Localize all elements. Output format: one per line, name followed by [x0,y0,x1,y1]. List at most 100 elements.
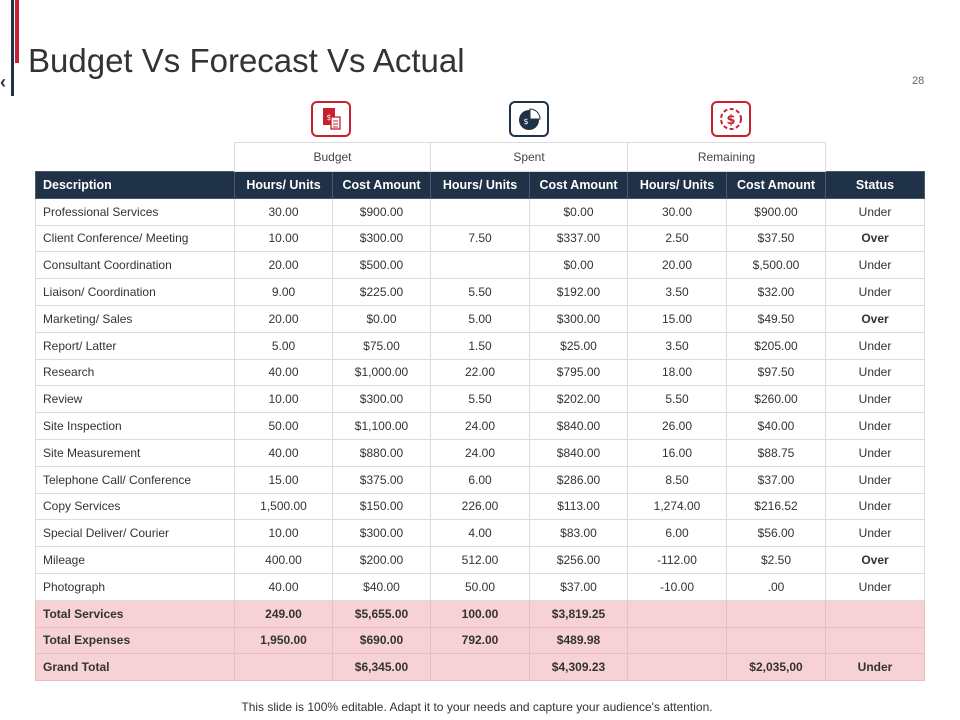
cell-spent-cost: $202.00 [529,385,628,414]
cell-status [825,599,925,628]
table-row: Professional Services 30.00 $900.00 $0.00 30… [35,197,925,226]
cell-status: Under [825,278,925,306]
cell-spent-cost: $113.00 [529,492,628,521]
cell-description: Total Services [35,599,235,628]
table-row: Client Conference/ Meeting 10.00 $300.00 7.… [35,224,925,253]
cell-description: Photograph [35,572,235,601]
cell-spent-hours [430,653,530,682]
cell-spent-cost: $25.00 [529,331,628,360]
cell-budget-cost: $225.00 [332,278,431,306]
svg-text:$: $ [523,117,528,126]
cell-remaining-hours: 1,274.00 [627,492,727,521]
dollar-cycle-icon: $ [711,101,751,137]
cell-status: Under [825,358,925,387]
group-budget: Budget [234,142,431,172]
cell-remaining-cost: $49.50 [726,304,826,333]
cell-status: Under [825,197,925,226]
cell-budget-cost: $1,100.00 [332,412,431,440]
prev-slide-icon[interactable]: ‹ [0,72,6,92]
table-row: Review 10.00 $300.00 5.50 $202.00 5.50 $260.00… [35,385,925,414]
cell-budget-hours: 15.00 [234,465,333,494]
cell-status: Under [825,251,925,280]
cell-remaining-hours: 26.00 [627,412,727,440]
cell-budget-hours: 5.00 [234,331,333,360]
cell-spent-hours: 24.00 [430,438,530,467]
cell-remaining-hours [627,599,727,628]
cell-remaining-cost: $216.52 [726,492,826,521]
cell-budget-cost: $375.00 [332,465,431,494]
col-remaining-hours: Hours/ Units [627,171,727,199]
cell-status: Under [825,492,925,521]
cell-budget-hours: 10.00 [234,224,333,253]
cell-spent-cost: $286.00 [529,465,628,494]
cell-status [825,626,925,655]
cell-remaining-hours [627,626,727,655]
cell-description: Review [35,385,235,414]
budget-table: Budget Spent Remaining Description Hours… [35,142,925,682]
cell-budget-hours: 9.00 [234,278,333,306]
cell-remaining-hours: 5.50 [627,385,727,414]
cell-remaining-cost: $,500.00 [726,251,826,280]
cell-description: Research [35,358,235,387]
total-row: Total Services 249.00 $5,655.00 100.00 $3,81… [35,599,925,628]
cell-remaining-hours: 20.00 [627,251,727,280]
cell-spent-hours [430,251,530,280]
cell-budget-hours: 40.00 [234,572,333,601]
cell-spent-hours: 1.50 [430,331,530,360]
cell-budget-cost: $40.00 [332,572,431,601]
accent-bar-red [15,0,19,63]
cell-budget-cost: $300.00 [332,385,431,414]
cell-status: Over [825,546,925,574]
cell-budget-cost: $1,000.00 [332,358,431,387]
cell-remaining-hours: 30.00 [627,197,727,226]
group-spent: Spent [430,142,628,172]
cell-spent-hours: 792.00 [430,626,530,655]
table-row: Photograph 40.00 $40.00 50.00 $37.00 -10.00.0… [35,572,925,601]
cell-remaining-cost: $97.50 [726,358,826,387]
table-row: Research 40.00 $1,000.00 22.00 $795.00 18.00 $… [35,358,925,387]
cell-remaining-cost: $37.00 [726,465,826,494]
cell-remaining-hours: 3.50 [627,278,727,306]
cell-description: Copy Services [35,492,235,521]
cell-remaining-hours: 6.00 [627,519,727,548]
cell-spent-hours: 22.00 [430,358,530,387]
total-row: Grand Total $6,345.00 $4,309.23 $2,035,00 Un… [35,653,925,682]
cell-status: Under [825,465,925,494]
cell-remaining-hours: 18.00 [627,358,727,387]
cell-status: Under [825,519,925,548]
cell-status: Under [825,331,925,360]
cell-spent-hours: 6.00 [430,465,530,494]
cell-budget-cost: $0.00 [332,304,431,333]
col-remaining-cost: Cost Amount [726,171,826,199]
cell-budget-cost: $880.00 [332,438,431,467]
cell-remaining-hours: 15.00 [627,304,727,333]
cell-remaining-cost: $260.00 [726,385,826,414]
cell-remaining-cost [726,626,826,655]
table-row: Consultant Coordination 20.00 $500.00 $0.00… [35,251,925,280]
blank-cell [36,143,235,172]
cell-spent-cost: $840.00 [529,412,628,440]
cell-spent-hours: 100.00 [430,599,530,628]
cell-remaining-cost: $205.00 [726,331,826,360]
cell-status: Under [825,412,925,440]
group-header-row: Budget Spent Remaining [36,142,925,172]
cell-description: Professional Services [35,197,235,226]
cell-remaining-hours: 8.50 [627,465,727,494]
cell-spent-hours: 226.00 [430,492,530,521]
table-row: Special Deliver/ Courier 10.00 $300.00 4.00… [35,519,925,548]
accent-bar-dark [11,0,14,96]
cell-remaining-hours [627,653,727,682]
cell-status: Under [825,572,925,601]
pie-chart-dollar-icon: $ [509,101,549,137]
cell-description: Total Expenses [35,626,235,655]
cell-spent-cost: $192.00 [529,278,628,306]
cell-remaining-cost: $900.00 [726,197,826,226]
cell-spent-hours: 50.00 [430,572,530,601]
table-row: Marketing/ Sales 20.00 $0.00 5.00 $300.00 15.… [35,304,925,333]
col-budget-cost: Cost Amount [332,171,431,199]
cell-description: Report/ Latter [35,331,235,360]
cell-spent-cost: $795.00 [529,358,628,387]
cell-spent-cost: $337.00 [529,224,628,253]
cell-spent-hours: 512.00 [430,546,530,574]
slide-title: Budget Vs Forecast Vs Actual [28,42,465,79]
